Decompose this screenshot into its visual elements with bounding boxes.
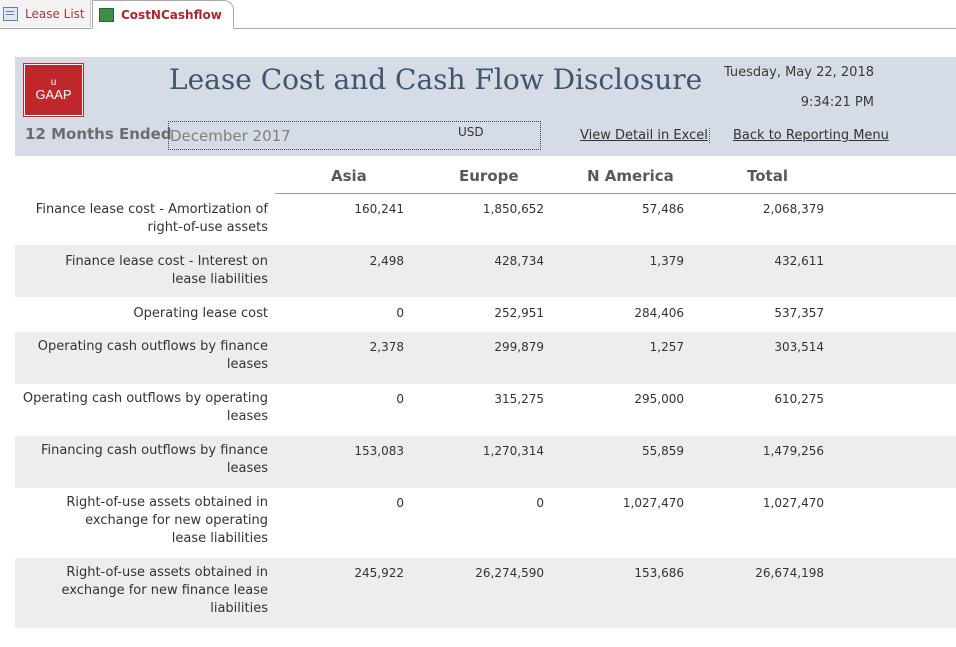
cell-n-america: 153,686 [634,566,684,580]
report-date: Tuesday, May 22, 2018 [723,65,874,80]
table-row: Right-of-use assets obtained in exchange… [15,558,956,628]
table-row: Right-of-use assets obtained in exchange… [15,488,956,558]
cell-europe: 1,850,652 [482,202,544,216]
cell-asia: 245,922 [354,566,404,580]
cell-total: 537,357 [774,306,824,320]
row-label: Financing cash outflows by finance lease… [40,443,268,476]
report-icon [99,7,114,22]
row-label: Finance lease cost - Interest on lease l… [65,254,268,287]
table-row: Financing cash outflows by finance lease… [15,436,956,488]
cell-asia: 2,498 [369,254,404,268]
row-label: Right-of-use assets obtained in exchange… [66,495,268,546]
form-icon [3,6,18,21]
cell-asia: 0 [396,306,404,320]
cell-n-america: 284,406 [634,306,684,320]
tab-label: CostNCashflow [121,7,222,22]
table-row: Operating lease cost 0 252,951 284,406 5… [15,297,956,332]
cell-n-america: 295,000 [634,392,684,406]
cell-asia: 2,378 [369,340,404,354]
back-to-menu-link[interactable]: Back to Reporting Menu [733,128,889,143]
row-label: Operating cash outflows by operating lea… [22,391,268,424]
cell-n-america: 57,486 [642,202,684,216]
row-label: Finance lease cost - Amortization of rig… [35,202,268,235]
column-header-n-america: N America [587,167,674,185]
report-title: Lease Cost and Cash Flow Disclosure [169,63,703,96]
tab-lease-list[interactable]: Lease List [0,0,91,27]
table-row: Operating cash outflows by operating lea… [15,384,956,436]
cell-europe: 315,275 [494,392,544,406]
cell-total: 303,514 [774,340,824,354]
logo-bottom-text: GAAP [35,87,72,102]
currency-label: USD [458,125,484,139]
tab-label: Lease List [25,6,85,21]
column-header-asia: Asia [331,167,367,185]
period-label: 12 Months Ended [25,125,172,143]
table-row: Operating cash outflows by finance lease… [15,332,956,384]
column-header-total: Total [747,167,788,185]
cell-asia: 0 [396,496,404,510]
cell-total: 2,068,379 [762,202,824,216]
logo-top-text: u [50,77,57,88]
tab-costncashflow[interactable]: CostNCashflow [92,0,234,29]
cell-europe: 26,274,590 [475,566,544,580]
header-divider [275,193,956,194]
cell-europe: 1,270,314 [482,444,544,458]
cell-n-america: 1,379 [649,254,684,268]
cell-asia: 0 [396,392,404,406]
ugaap-logo: u GAAP [23,63,84,117]
cell-n-america: 1,027,470 [622,496,684,510]
cell-total: 26,674,198 [755,566,824,580]
cell-total: 432,611 [774,254,824,268]
row-label: Operating lease cost [133,306,268,321]
cell-europe: 428,734 [494,254,544,268]
cell-asia: 153,083 [354,444,404,458]
table-row: Finance lease cost - Interest on lease l… [15,245,956,297]
report-header: u GAAP Lease Cost and Cash Flow Disclosu… [15,57,956,156]
cell-asia: 160,241 [354,202,404,216]
cell-europe: 252,951 [494,306,544,320]
cell-total: 1,479,256 [762,444,824,458]
row-label: Right-of-use assets obtained in exchange… [61,565,268,616]
view-detail-excel-link[interactable]: View Detail in Excel [580,128,710,143]
cell-total: 1,027,470 [762,496,824,510]
cell-europe: 0 [536,496,544,510]
period-field[interactable]: December 2017 [168,121,541,150]
document-tab-bar: Lease List CostNCashflow [0,0,956,29]
cell-total: 610,275 [774,392,824,406]
column-header-europe: Europe [459,167,519,185]
cell-n-america: 1,257 [649,340,684,354]
cell-europe: 299,879 [494,340,544,354]
cell-n-america: 55,859 [642,444,684,458]
table-row: Finance lease cost - Amortization of rig… [15,193,956,243]
row-label: Operating cash outflows by finance lease… [37,339,268,372]
report-time: 9:34:21 PM [800,95,874,110]
